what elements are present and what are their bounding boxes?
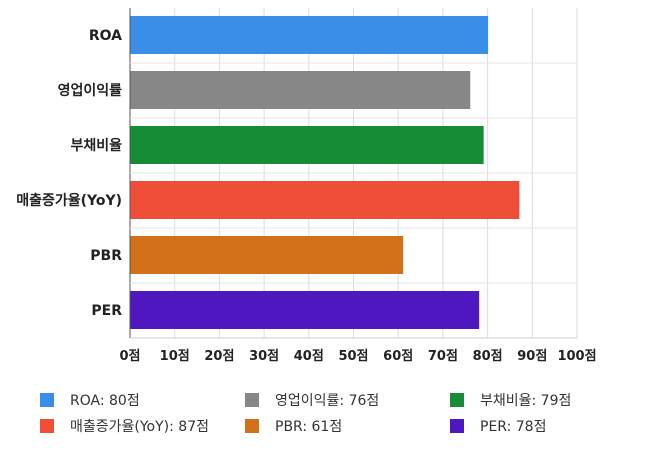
x-tick-label: 60점 (383, 349, 413, 364)
x-tick-label: 30점 (249, 349, 279, 364)
legend-swatch (40, 419, 54, 433)
bar (130, 16, 489, 54)
legend-item-operating-margin: 영업이익률: 76점 (245, 390, 379, 410)
grid-lines (129, 8, 578, 339)
legend-swatch (450, 419, 464, 433)
legend-item-sales-growth: 매출증가율(YoY): 87점 (40, 416, 209, 436)
x-tick-label: 40점 (294, 349, 324, 364)
legend-item-pbr: PBR: 61점 (245, 416, 342, 436)
category-label: PER (91, 303, 122, 319)
legend-label: 부채비율: 79점 (480, 393, 572, 409)
legend-label: PBR: 61점 (275, 419, 343, 435)
category-label: ROA (89, 28, 122, 44)
bar (130, 181, 520, 219)
x-tick-label: 10점 (160, 349, 190, 364)
legend-label: 매출증가율(YoY): 87점 (70, 419, 209, 435)
legend-swatch (40, 393, 54, 407)
category-label: 부채비율 (70, 137, 122, 154)
legend-item-per: PER: 78점 (450, 416, 546, 436)
x-tick-label: 50점 (338, 349, 368, 364)
category-label: 매출증가율(YoY) (16, 192, 122, 209)
bar (130, 71, 471, 109)
legend-label: ROA: 80점 (70, 393, 140, 409)
x-tick-label: 80점 (473, 349, 503, 364)
bar (130, 291, 480, 329)
legend-swatch (245, 393, 259, 407)
legend-label: 영업이익률: 76점 (275, 393, 380, 409)
legend-swatch (245, 419, 259, 433)
bar (130, 236, 404, 274)
x-tick-label: 20점 (204, 349, 234, 364)
legend-item-debt-ratio: 부채비율: 79점 (450, 390, 571, 410)
bars (130, 16, 520, 329)
x-tick-label: 70점 (428, 349, 458, 364)
x-tick-label: 0점 (119, 349, 140, 364)
x-tick-label: 90점 (517, 349, 547, 364)
legend-item-roa: ROA: 80점 (40, 390, 140, 410)
category-label: 영업이익률 (58, 82, 123, 99)
legend-swatch (450, 393, 464, 407)
category-label: PBR (90, 248, 122, 264)
x-axis-tick-labels: 0점 10점 20점 30점 40점 50점 60점 70점 80점 90점 100점 (119, 349, 596, 364)
legend-label: PER: 78점 (480, 419, 547, 435)
x-tick-label: 100점 (557, 349, 596, 364)
bar (130, 126, 484, 164)
